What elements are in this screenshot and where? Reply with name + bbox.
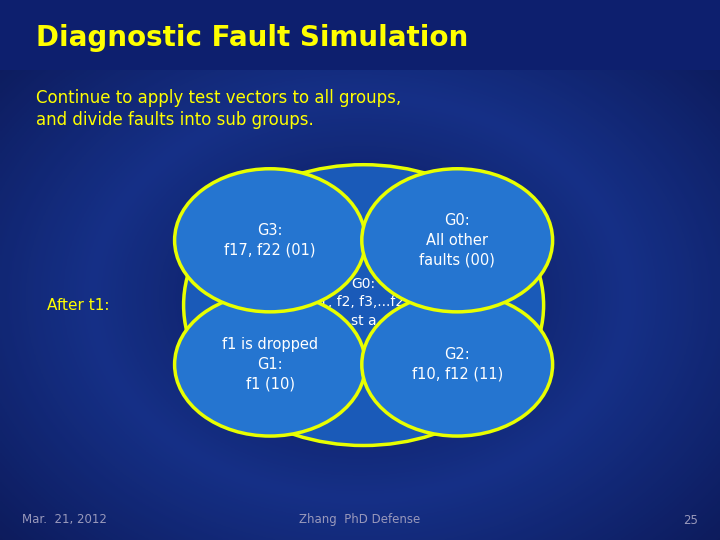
Text: and divide faults into sub groups.: and divide faults into sub groups. xyxy=(36,111,314,129)
Text: G0:
f1, f2, f3,...f22
st a: G0: f1, f2, f3,...f22 st a xyxy=(314,277,413,328)
Text: G2:
f10, f12 (11): G2: f10, f12 (11) xyxy=(412,347,503,382)
Ellipse shape xyxy=(184,165,544,446)
Text: G0:
All other
faults (00): G0: All other faults (00) xyxy=(419,213,495,268)
Ellipse shape xyxy=(174,293,365,436)
Text: After t1:: After t1: xyxy=(47,298,109,313)
Text: Continue to apply test vectors to all groups,: Continue to apply test vectors to all gr… xyxy=(36,89,401,107)
Text: 25: 25 xyxy=(683,514,698,526)
Text: G3:
f17, f22 (01): G3: f17, f22 (01) xyxy=(224,223,316,258)
Bar xyxy=(0,0,720,70)
Text: Zhang  PhD Defense: Zhang PhD Defense xyxy=(300,514,420,526)
Text: Mar.  21, 2012: Mar. 21, 2012 xyxy=(22,514,107,526)
Ellipse shape xyxy=(174,168,365,312)
Ellipse shape xyxy=(361,168,553,312)
Ellipse shape xyxy=(361,293,553,436)
Text: Diagnostic Fault Simulation: Diagnostic Fault Simulation xyxy=(36,24,468,52)
Text: f1 is dropped
G1:
f1 (10): f1 is dropped G1: f1 (10) xyxy=(222,337,318,392)
